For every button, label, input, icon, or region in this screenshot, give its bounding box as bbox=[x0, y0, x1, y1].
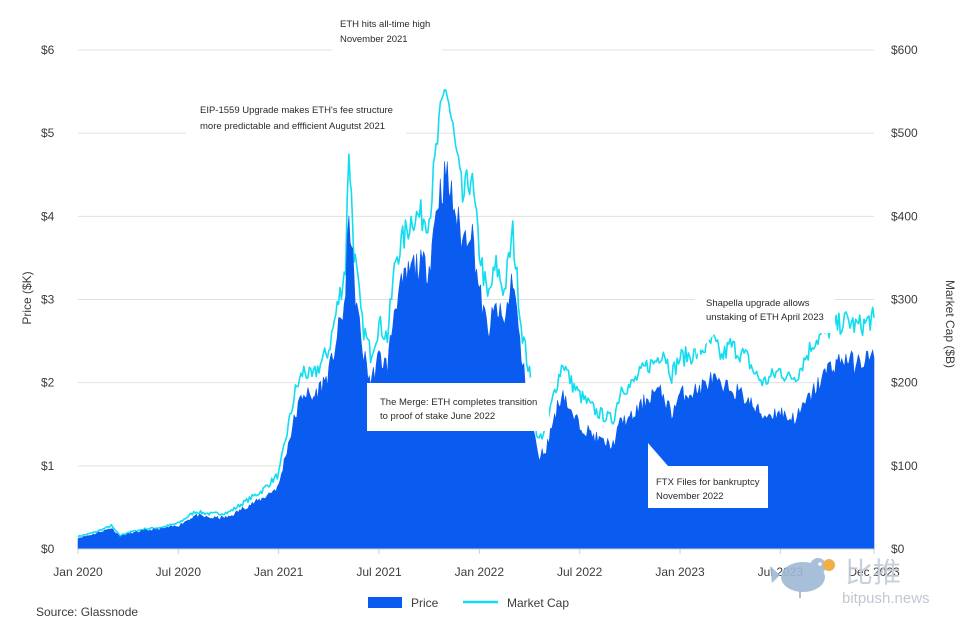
y-left-tick-1: $1 bbox=[41, 459, 55, 473]
annotation-shapella-box bbox=[695, 290, 835, 333]
annotation-ath-box bbox=[332, 10, 442, 52]
annotation-shapella-line2: unstaking of ETH April 2023 bbox=[706, 312, 824, 323]
annotation-shapella-pointer bbox=[695, 333, 715, 355]
x-tick-label-4: Jan 2022 bbox=[455, 565, 505, 579]
annotation-merge-box bbox=[367, 383, 549, 431]
y-right-tick-0: $0 bbox=[891, 542, 905, 556]
legend-price-swatch bbox=[368, 597, 402, 608]
annotation-eip1559-box bbox=[186, 95, 406, 143]
bitpush-watermark: 比推 bitpush.news bbox=[770, 557, 930, 607]
y-axis-right: $0 $100 $200 $300 $400 $500 $600 bbox=[891, 43, 918, 556]
y-right-tick-6: $600 bbox=[891, 43, 918, 57]
y-right-tick-2: $200 bbox=[891, 376, 918, 390]
legend: Price Market Cap bbox=[368, 596, 569, 610]
annotation-ftx-box bbox=[648, 466, 768, 508]
plot-marks bbox=[77, 88, 875, 550]
annotation-merge-line1: The Merge: ETH completes transition bbox=[380, 397, 537, 408]
y-left-tick-2: $2 bbox=[41, 376, 55, 390]
y-left-tick-0: $0 bbox=[41, 542, 55, 556]
y-axis-title-right: Market Cap ($B) bbox=[943, 280, 957, 368]
annotation-ath-pointer bbox=[420, 52, 446, 72]
x-tick-label-6: Jan 2023 bbox=[655, 565, 705, 579]
y-left-tick-5: $5 bbox=[41, 126, 55, 140]
watermark-cn: 比推 bbox=[845, 557, 901, 588]
legend-price-label: Price bbox=[411, 596, 439, 610]
x-tick-label-5: Jul 2022 bbox=[557, 565, 603, 579]
x-tick-label-1: Jul 2020 bbox=[156, 565, 202, 579]
annotation-ath-line2: November 2021 bbox=[340, 34, 408, 45]
annotation-merge-pointer bbox=[525, 358, 550, 383]
y-axis-title-left: Price ($K) bbox=[20, 271, 34, 324]
y-right-tick-3: $300 bbox=[891, 293, 918, 307]
x-tick-label-2: Jan 2021 bbox=[254, 565, 304, 579]
annotation-ath-line1: ETH hits all-time high bbox=[340, 19, 430, 30]
y-left-tick-3: $3 bbox=[41, 293, 55, 307]
annotation-shapella: Shapella upgrade allows unstaking of ETH… bbox=[695, 290, 835, 355]
annotation-ath: ETH hits all-time high November 2021 bbox=[332, 10, 446, 72]
annotation-eip1559-line1: EIP-1559 Upgrade makes ETH's fee structu… bbox=[200, 105, 393, 116]
annotation-eip1559: EIP-1559 Upgrade makes ETH's fee structu… bbox=[186, 95, 406, 170]
annotation-ftx-pointer bbox=[648, 443, 668, 466]
annotation-eip1559-line2: more predictable and effficient Augutst … bbox=[200, 121, 385, 132]
y-left-tick-6: $6 bbox=[41, 43, 55, 57]
annotation-ftx: FTX Files for bankruptcy November 2022 bbox=[648, 443, 768, 508]
legend-market-cap-label: Market Cap bbox=[507, 596, 569, 610]
annotation-merge: The Merge: ETH completes transition to p… bbox=[367, 358, 550, 431]
bird-logo-icon bbox=[770, 558, 835, 598]
x-tick-label-0: Jan 2020 bbox=[53, 565, 103, 579]
x-tick-label-3: Jul 2021 bbox=[356, 565, 402, 579]
watermark-en: bitpush.news bbox=[842, 590, 930, 607]
x-axis: Jan 2020 Jul 2020 Jan 2021 Jul 2021 Jan 2022… bbox=[53, 548, 900, 579]
x-tick-label-8: Dec 2023 bbox=[848, 565, 900, 579]
y-right-tick-1: $100 bbox=[891, 459, 918, 473]
source-note: Source: Glassnode bbox=[36, 605, 138, 619]
annotation-ftx-line2: November 2022 bbox=[656, 491, 724, 502]
series-price-area bbox=[77, 161, 875, 550]
y-axis-left: $0 $1 $2 $3 $4 $5 $6 bbox=[41, 43, 55, 556]
y-right-tick-4: $400 bbox=[891, 209, 918, 223]
y-left-tick-4: $4 bbox=[41, 209, 55, 223]
y-right-tick-5: $500 bbox=[891, 126, 918, 140]
series-market-cap-line bbox=[77, 88, 875, 538]
annotation-merge-line2: to proof of stake June 2022 bbox=[380, 411, 495, 422]
annotation-shapella-line1: Shapella upgrade allows bbox=[706, 298, 810, 309]
annotation-eip1559-pointer bbox=[375, 143, 405, 170]
annotation-ftx-line1: FTX Files for bankruptcy bbox=[656, 477, 760, 488]
